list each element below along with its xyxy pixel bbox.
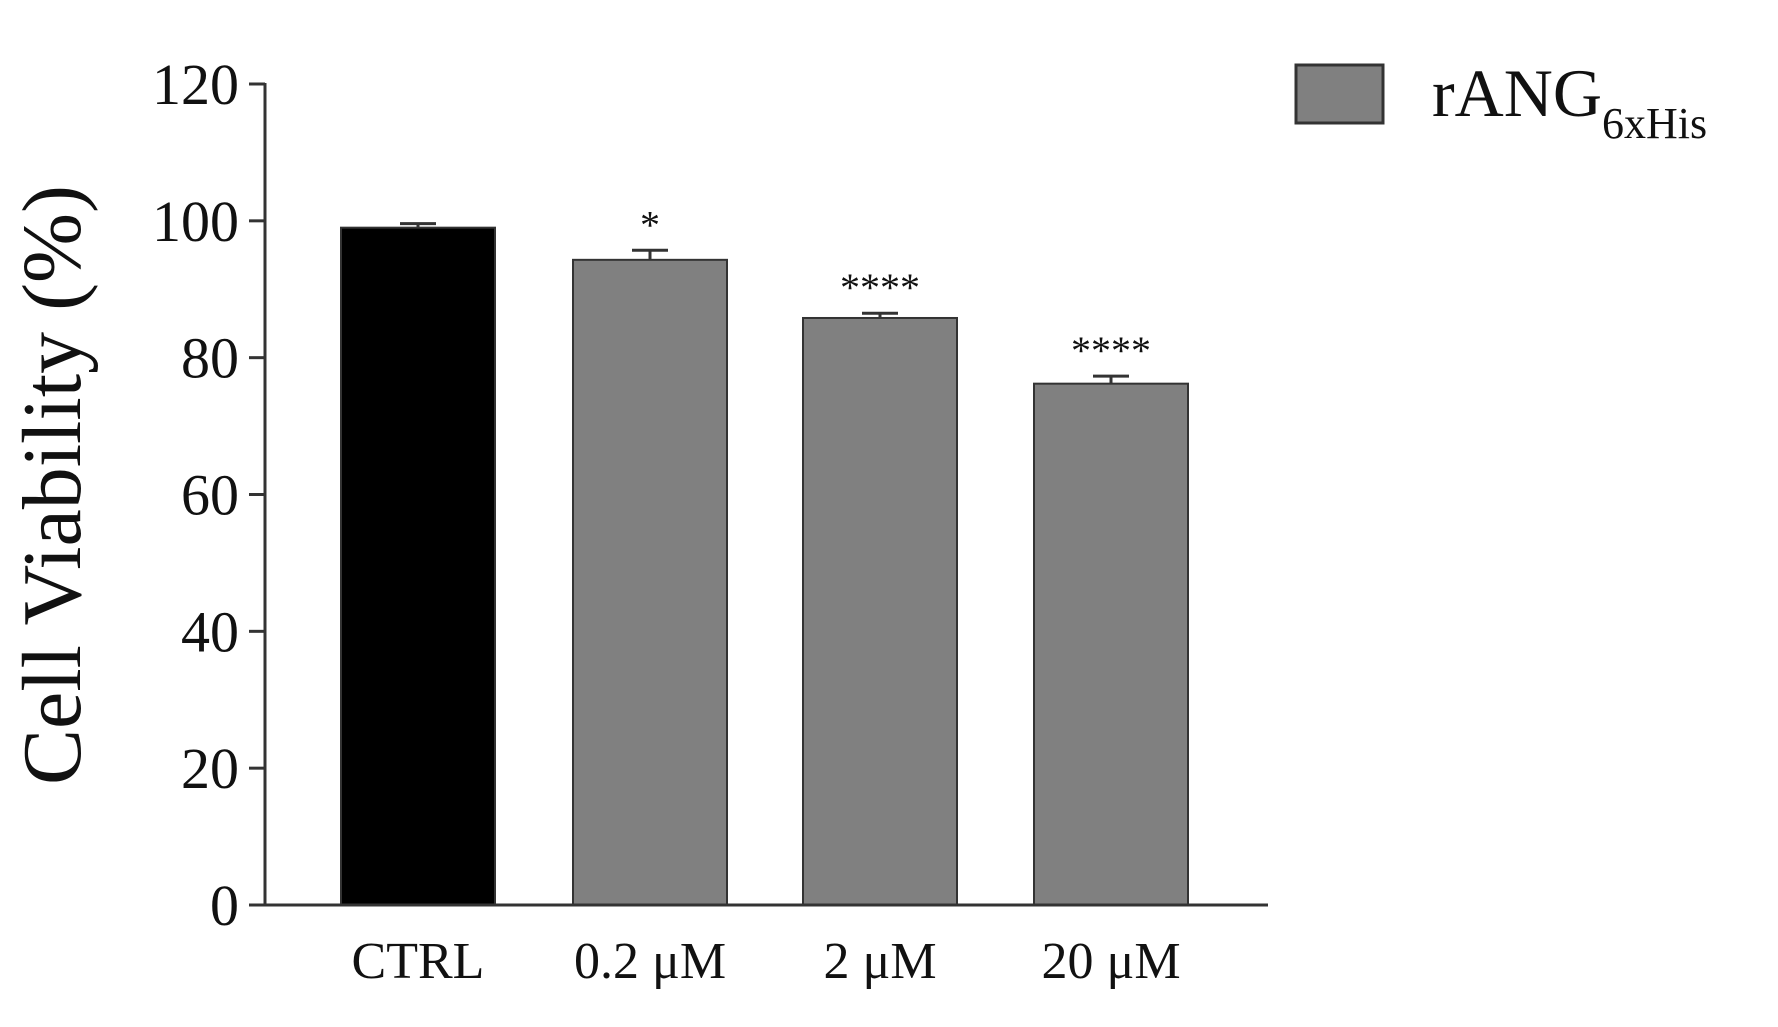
legend-label-main: rANG bbox=[1432, 55, 1602, 131]
y-tick-label: 20 bbox=[181, 736, 239, 801]
significance-marker: **** bbox=[840, 265, 920, 310]
significance-marker: * bbox=[640, 202, 660, 247]
y-tick-label: 80 bbox=[181, 326, 239, 391]
significance-marker: **** bbox=[1071, 328, 1151, 373]
legend-label-subscript: 6xHis bbox=[1602, 99, 1707, 148]
bar bbox=[572, 258, 728, 907]
bar bbox=[340, 226, 496, 907]
y-axis-title: Cell Viability (%) bbox=[6, 185, 99, 785]
x-axis-labels: CTRL 0.2 μM 2 μM 20 μM bbox=[352, 933, 1181, 990]
bar bbox=[802, 316, 958, 906]
y-tick-label: 40 bbox=[181, 599, 239, 664]
bar bbox=[1033, 382, 1189, 907]
legend: rANG6xHis bbox=[1294, 55, 1707, 148]
x-category-label: 20 μM bbox=[1041, 933, 1180, 990]
error-bars-group bbox=[400, 222, 1129, 384]
x-category-label: CTRL bbox=[352, 933, 485, 990]
x-category-label: 0.2 μM bbox=[574, 933, 726, 990]
y-tick-label: 100 bbox=[152, 189, 239, 254]
bars-group bbox=[340, 226, 1189, 907]
x-category-label: 2 μM bbox=[823, 933, 936, 990]
y-tick-label: 120 bbox=[152, 52, 239, 117]
y-tick-label: 60 bbox=[181, 463, 239, 528]
significance-group: ********* bbox=[640, 202, 1151, 373]
legend-swatch bbox=[1294, 63, 1385, 125]
legend-label: rANG6xHis bbox=[1432, 55, 1707, 148]
y-axis-ticks: 0 20 40 60 80 100 120 bbox=[152, 52, 265, 938]
y-tick-label: 0 bbox=[210, 873, 239, 938]
